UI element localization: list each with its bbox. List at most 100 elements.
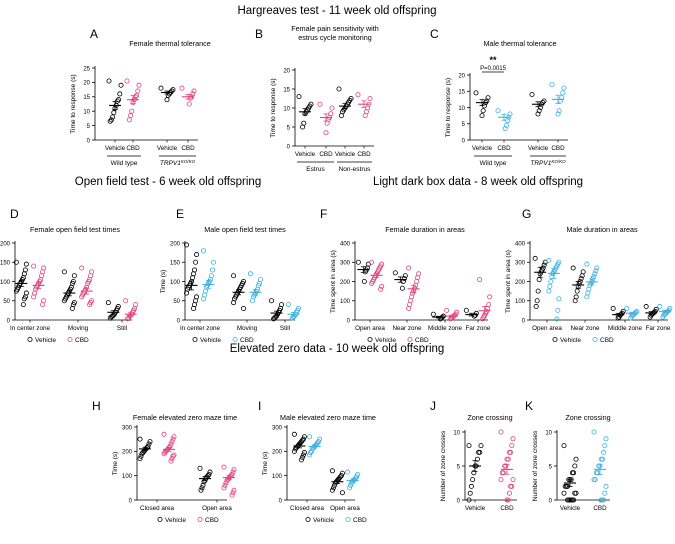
data-point [222, 482, 228, 488]
data-point [300, 124, 306, 130]
data-point [161, 431, 167, 437]
data-point [574, 288, 580, 294]
data-point [495, 108, 501, 114]
data-point [392, 270, 398, 276]
data-point [193, 259, 199, 265]
x-tick-label: CBD [181, 145, 195, 152]
data-point [13, 288, 19, 294]
legend-vehicle-marker [27, 336, 33, 342]
y-tick-label: 15 [283, 87, 290, 93]
legend-cbd-label: CBD [205, 517, 219, 524]
data-point [339, 470, 345, 476]
data-point [301, 434, 307, 440]
data-point [561, 490, 567, 496]
group-label: TRPV1KO/KO [160, 159, 196, 168]
series-cbd [591, 429, 609, 503]
data-point [221, 485, 227, 491]
data-point [504, 456, 510, 462]
y-axis-label: Time (s) [160, 270, 167, 294]
legend-vehicle-label: Vehicle [200, 337, 221, 344]
data-point [355, 471, 361, 477]
data-point [406, 265, 412, 271]
data-point [147, 439, 153, 445]
panel-letter: B [255, 27, 263, 41]
data-point [138, 453, 144, 459]
data-point [561, 85, 567, 91]
data-point [444, 307, 450, 313]
y-axis-label: Time spent in area (s) [330, 250, 337, 313]
legend-cbd-marker [345, 517, 351, 523]
data-point [541, 262, 547, 268]
data-point [487, 294, 493, 300]
data-point [124, 78, 130, 84]
panel-F: F Female duration in areas 0 100 200 300 400Ti… [320, 207, 493, 344]
y-axis-label: Time to response (s) [70, 74, 77, 133]
data-point [171, 452, 177, 458]
data-point [231, 467, 237, 473]
y-tick-label: 0 [7, 318, 11, 324]
chart-title: Male elevated zero maze time [280, 413, 376, 422]
x-tick-label: CBD [126, 145, 140, 152]
data-point [561, 443, 567, 449]
data-point [230, 469, 236, 475]
data-point [506, 490, 512, 496]
data-point [345, 469, 351, 475]
x-tick-label: Far zone [466, 325, 491, 332]
data-point [137, 436, 143, 442]
data-point [169, 456, 175, 462]
data-point [554, 316, 560, 322]
x-tick-label: Vehicle [560, 505, 581, 512]
series-vehicle [466, 443, 484, 503]
chart-title: Female elevated zero maze time [133, 413, 237, 422]
data-point [578, 276, 584, 282]
y-tick-label: 100 [340, 299, 351, 305]
data-point [348, 482, 354, 488]
y-tick-label: 0 [279, 498, 283, 504]
data-point [537, 105, 543, 111]
y-axis-label: Time spent in area (s) [505, 250, 512, 313]
data-point [369, 280, 375, 286]
legend-vehicle-label: Vehicle [165, 517, 186, 524]
data-point [347, 485, 353, 491]
panel-letter: K [525, 399, 533, 413]
legend-cbd-marker [232, 336, 238, 342]
data-point [221, 464, 227, 470]
panel-letter: E [176, 207, 184, 221]
data-point [117, 91, 123, 97]
y-tick-label: 0 [457, 498, 461, 504]
chart-title: Male duration in areas [566, 225, 638, 234]
series-vehicle [158, 85, 176, 103]
y-tick-label: 400 [340, 241, 351, 247]
chart-title: Zone crossing [467, 413, 512, 422]
data-point [271, 316, 277, 322]
data-point [485, 95, 491, 101]
data-point [169, 439, 175, 445]
data-point [168, 458, 174, 464]
data-point [323, 130, 329, 136]
section-title-elevated-zero: Elevated zero data - 10 week old offspri… [230, 343, 445, 355]
y-tick-label: 150 [0, 261, 11, 267]
y-tick-label: 200 [340, 280, 351, 286]
chart-title: Female open field test times [30, 225, 120, 234]
legend-cbd-label: CBD [415, 337, 429, 344]
data-point [126, 117, 132, 123]
x-tick-label: Still [280, 325, 290, 332]
data-point [534, 298, 540, 304]
data-point [602, 490, 608, 496]
legend-cbd-marker [592, 336, 598, 342]
data-point [307, 452, 313, 458]
chart-title: Male thermal tolerance [483, 39, 556, 48]
data-point [269, 298, 275, 304]
data-point [535, 288, 541, 294]
data-point [479, 113, 485, 119]
legend-vehicle-label: Vehicle [35, 337, 56, 344]
data-point [529, 92, 535, 98]
data-point [329, 468, 335, 474]
data-point [61, 298, 67, 304]
panel-letter: I [258, 399, 261, 413]
data-point [468, 483, 474, 489]
data-point [107, 118, 113, 124]
data-point [591, 429, 597, 435]
